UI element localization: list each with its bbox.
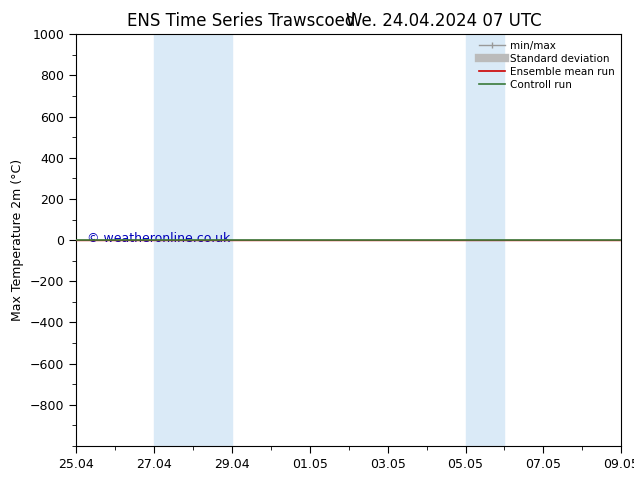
Text: © weatheronline.co.uk: © weatheronline.co.uk bbox=[87, 232, 230, 245]
Text: ENS Time Series Trawscoed: ENS Time Series Trawscoed bbox=[127, 12, 355, 30]
Bar bbox=[154, 34, 232, 446]
Legend: min/max, Standard deviation, Ensemble mean run, Controll run: min/max, Standard deviation, Ensemble me… bbox=[475, 36, 619, 94]
Text: We. 24.04.2024 07 UTC: We. 24.04.2024 07 UTC bbox=[346, 12, 541, 30]
Bar bbox=[465, 34, 505, 446]
Y-axis label: Max Temperature 2m (°C): Max Temperature 2m (°C) bbox=[11, 159, 24, 321]
